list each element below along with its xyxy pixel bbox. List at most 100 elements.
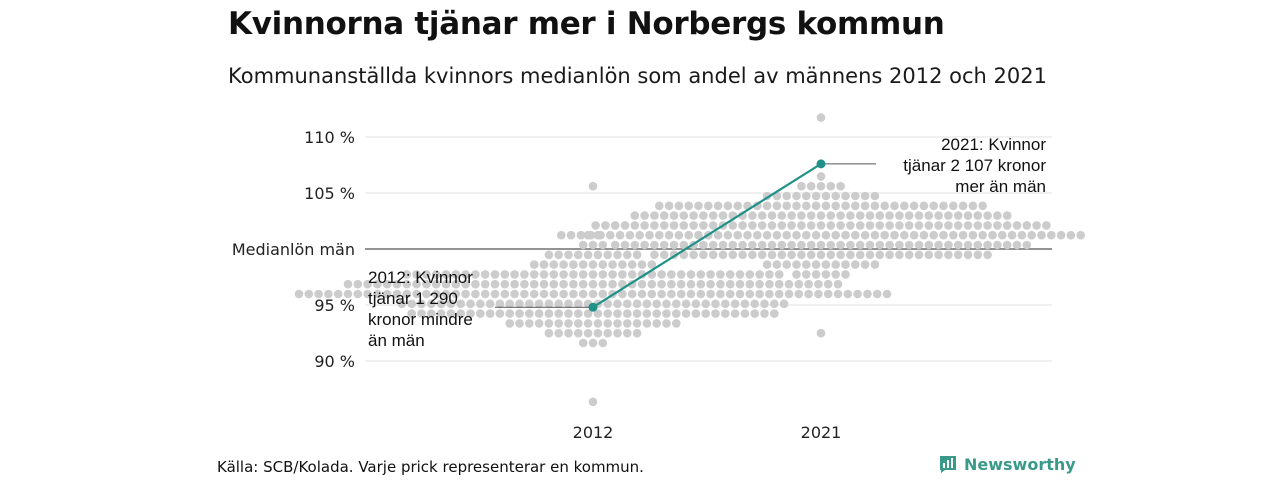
swarm-dot (689, 211, 698, 220)
swarm-dot (659, 240, 669, 250)
swarm-dot (755, 289, 764, 299)
swarm-dot (650, 250, 659, 260)
swarm-dot (549, 270, 559, 279)
swarm-dot (713, 201, 723, 211)
swarm-dot (1042, 221, 1051, 230)
swarm-dot (544, 328, 554, 338)
swarm-dot (559, 289, 568, 299)
swarm-dot (593, 250, 603, 260)
swarm-dot (588, 260, 598, 269)
swarm-dot (794, 289, 804, 299)
swarm-dot (792, 201, 801, 211)
swarm-dot (510, 289, 519, 299)
swarm-dot (554, 309, 563, 318)
highlight-line (592, 162, 822, 309)
swarm-dot (860, 230, 870, 240)
swarm-dot (904, 221, 914, 230)
swarm-dot (564, 250, 573, 260)
swarm-dot (569, 260, 578, 269)
swarm-dot (718, 240, 728, 250)
swarm-dot (983, 250, 992, 260)
swarm-dot (846, 240, 855, 250)
swarm-dot (733, 201, 742, 211)
swarm-dot (632, 299, 642, 309)
swarm-dot (855, 211, 865, 220)
swarm-dot (630, 221, 640, 230)
swarm-dot (723, 201, 733, 211)
swarm-dot (613, 319, 622, 328)
swarm-dot (821, 230, 831, 240)
swarm-dot (804, 279, 813, 289)
swarm-dot (407, 309, 417, 318)
swarm-dot (664, 201, 674, 211)
swarm-dot (569, 270, 578, 279)
swarm-dot (993, 240, 1002, 250)
swarm-dot (949, 201, 958, 211)
swarm-dot (792, 270, 801, 279)
swarm-dot (689, 250, 698, 260)
swarm-dot (792, 260, 801, 269)
swarm-dot (574, 250, 583, 260)
swarm-dot (554, 250, 563, 260)
swarm-dot (655, 201, 664, 211)
swarm-dot (672, 319, 681, 328)
swarm-dot (792, 230, 801, 240)
swarm-dot (559, 279, 568, 289)
swarm-dot (672, 299, 681, 309)
swarm-dot (476, 309, 485, 318)
swarm-dot (422, 279, 431, 289)
swarm-dot (806, 250, 816, 260)
swarm-dot (669, 221, 679, 230)
swarm-dot (373, 279, 382, 289)
swarm-dot (333, 289, 343, 299)
swarm-dot (708, 211, 718, 220)
swarm-dot (613, 250, 622, 260)
swarm-dot (816, 181, 826, 191)
swarm-dot (1022, 221, 1032, 230)
swarm-dot (397, 299, 407, 309)
swarm-dot (978, 230, 987, 240)
swarm-dot (701, 299, 710, 309)
swarm-dot (578, 338, 588, 348)
swarm-dot (745, 279, 755, 289)
swarm-dot (679, 211, 689, 220)
swarm-dot (684, 230, 693, 240)
swarm-dot (1037, 230, 1046, 240)
swarm-dot (895, 221, 904, 230)
swarm-dot (875, 240, 885, 250)
swarm-dot (721, 309, 730, 318)
swarm-dot (929, 201, 938, 211)
swarm-dot (529, 270, 539, 279)
swarm-dot (662, 299, 671, 309)
y-tick-label: 95 % (314, 296, 355, 315)
swarm-dot (885, 240, 894, 250)
bar-chart-icon (940, 456, 956, 473)
swarm-dot (520, 279, 529, 289)
swarm-dot (471, 270, 480, 279)
swarm-dot (895, 211, 904, 220)
swarm-dot (797, 250, 806, 260)
swarm-dot (456, 299, 466, 309)
swarm-dot (713, 230, 723, 240)
swarm-dot (674, 201, 684, 211)
swarm-dot (583, 250, 593, 260)
swarm-dot (826, 221, 836, 230)
swarm-dot (662, 319, 671, 328)
swarm-dot (767, 221, 777, 230)
swarm-dot (811, 191, 821, 201)
swarm-dot (669, 240, 679, 250)
swarm-dot (618, 270, 627, 279)
swarm-dot (711, 309, 720, 318)
swarm-dot (583, 309, 593, 318)
swarm-dot (657, 270, 666, 279)
swarm-dot (564, 309, 573, 318)
swarm-dot (797, 211, 806, 220)
swarm-dot (655, 230, 664, 240)
swarm-dot (500, 270, 510, 279)
swarm-dot (767, 240, 777, 250)
swarm-dot (431, 270, 441, 279)
swarm-dot (593, 328, 603, 338)
swarm-dot (471, 289, 480, 299)
swarm-dot (544, 299, 554, 309)
swarm-dot (823, 279, 833, 289)
